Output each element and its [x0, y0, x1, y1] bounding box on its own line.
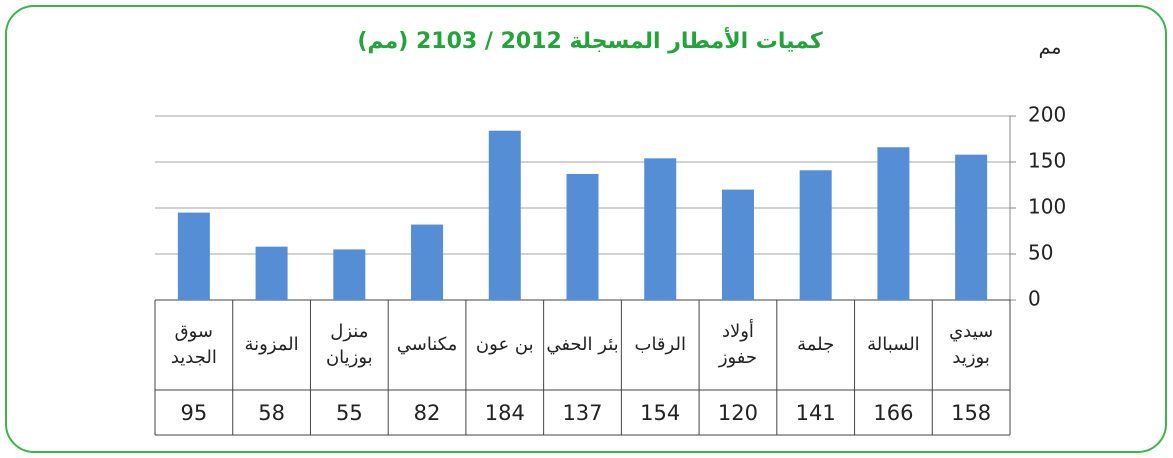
bar — [721, 189, 754, 300]
data-label: 82 — [413, 400, 441, 425]
data-label: 120 — [717, 400, 758, 425]
category-label: جلمة — [797, 334, 835, 355]
bar — [877, 147, 910, 300]
data-label: 95 — [180, 400, 208, 425]
data-label: 158 — [951, 400, 992, 425]
category-label: منزل بوزيان — [325, 321, 373, 368]
category-label: السبالة — [867, 334, 920, 355]
y-tick-label: 100 — [1028, 195, 1066, 219]
y-tick-label: 50 — [1028, 241, 1053, 265]
bar — [177, 212, 210, 300]
y-tick-label: 200 — [1028, 103, 1066, 127]
category-label: المزونة — [244, 334, 299, 355]
bar — [255, 246, 288, 300]
chart-title: كميات الأمطار المسجلة 2012 / 2103 (مم) — [357, 26, 823, 54]
data-label: 58 — [258, 400, 285, 425]
category-label: سيدي بوزيد — [949, 321, 994, 368]
y-axis-label: مم — [1039, 37, 1062, 59]
bar — [566, 173, 599, 300]
data-label: 141 — [795, 400, 836, 425]
category-label: بن عون — [475, 334, 534, 355]
bar — [411, 224, 444, 300]
data-label: 184 — [484, 400, 525, 425]
bar — [488, 130, 521, 300]
y-tick-label: 0 — [1028, 287, 1041, 311]
bar — [955, 154, 988, 300]
y-tick-label: 150 — [1028, 149, 1066, 173]
data-label: 154 — [640, 400, 681, 425]
frame — [5, 5, 1167, 453]
bar — [644, 158, 677, 300]
bar — [799, 170, 832, 300]
data-label: 166 — [873, 400, 914, 425]
category-label: بئر الحفي — [546, 334, 619, 355]
data-label: 55 — [335, 400, 363, 425]
category-label: أولاد حفوز — [718, 321, 758, 368]
bar — [333, 249, 366, 300]
category-label: الرقاب — [634, 334, 686, 355]
data-label: 137 — [562, 400, 603, 425]
category-label: مكناسي — [396, 334, 458, 355]
category-label: سوق الجديد — [170, 321, 217, 368]
